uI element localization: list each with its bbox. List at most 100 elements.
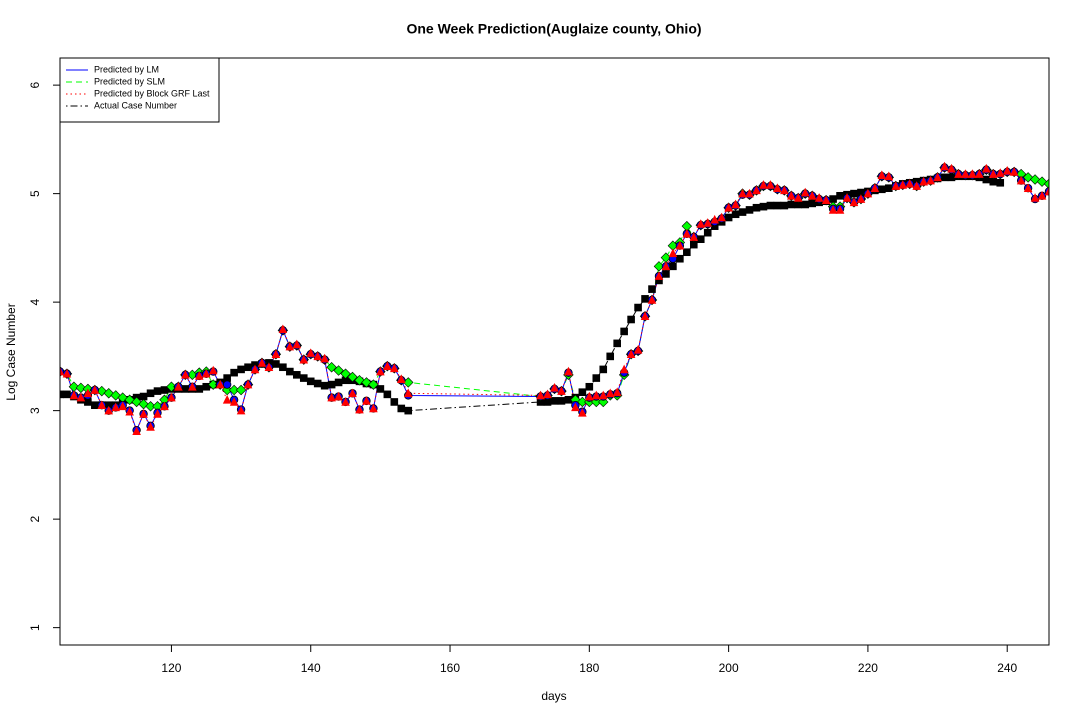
point bbox=[940, 161, 949, 171]
point bbox=[577, 396, 588, 408]
point bbox=[124, 394, 135, 406]
point bbox=[235, 384, 247, 396]
point bbox=[222, 380, 232, 389]
point bbox=[138, 398, 149, 410]
point bbox=[780, 201, 789, 210]
point bbox=[320, 353, 329, 363]
point bbox=[612, 387, 622, 396]
point bbox=[829, 195, 837, 203]
point bbox=[139, 392, 148, 401]
point bbox=[835, 205, 845, 214]
point bbox=[194, 371, 204, 380]
point bbox=[794, 200, 803, 209]
point bbox=[773, 183, 782, 193]
legend-label: Predicted by SLM bbox=[94, 76, 165, 86]
point bbox=[334, 391, 343, 401]
point bbox=[160, 386, 169, 394]
x-tick-label: 200 bbox=[719, 661, 739, 675]
point bbox=[885, 184, 893, 193]
point bbox=[773, 201, 782, 210]
point bbox=[655, 276, 663, 285]
point bbox=[327, 380, 336, 389]
x-axis-label: days bbox=[541, 689, 566, 703]
point bbox=[292, 339, 302, 349]
point bbox=[236, 405, 246, 415]
point bbox=[146, 422, 155, 431]
point bbox=[361, 377, 372, 388]
point bbox=[118, 401, 127, 411]
point bbox=[627, 315, 635, 324]
point bbox=[752, 185, 761, 195]
legend: Predicted by LM Predicted by SLM Predicted… bbox=[59, 57, 220, 123]
x-tick-label: 120 bbox=[161, 661, 181, 675]
point bbox=[320, 381, 329, 390]
point bbox=[870, 183, 880, 193]
point bbox=[60, 390, 64, 399]
point bbox=[334, 378, 343, 387]
point bbox=[654, 271, 664, 280]
point bbox=[243, 379, 253, 389]
point bbox=[536, 390, 545, 400]
point bbox=[244, 363, 252, 372]
y-tick-label: 6 bbox=[28, 81, 42, 88]
point bbox=[626, 349, 636, 359]
point bbox=[557, 386, 566, 395]
point bbox=[564, 395, 573, 404]
point bbox=[919, 176, 928, 186]
point bbox=[313, 351, 322, 361]
point bbox=[857, 188, 865, 197]
point bbox=[279, 363, 287, 372]
point bbox=[1002, 166, 1012, 175]
point bbox=[800, 187, 810, 197]
point bbox=[613, 339, 621, 348]
point bbox=[271, 349, 281, 359]
point bbox=[814, 193, 824, 202]
point bbox=[181, 370, 190, 379]
chart-title: One Week Prediction(Auglaize county, Ohi… bbox=[406, 21, 701, 37]
x-tick-label: 160 bbox=[440, 661, 460, 675]
plot-area bbox=[60, 161, 1049, 436]
point bbox=[368, 379, 379, 390]
point bbox=[543, 389, 552, 399]
y-tick-label: 1 bbox=[28, 624, 42, 631]
point bbox=[808, 199, 816, 208]
point bbox=[1016, 175, 1026, 185]
point bbox=[396, 374, 406, 383]
point bbox=[543, 398, 552, 406]
point bbox=[188, 381, 197, 391]
point bbox=[564, 366, 573, 376]
point bbox=[592, 374, 601, 382]
point bbox=[83, 388, 93, 398]
point bbox=[1037, 190, 1047, 200]
point bbox=[299, 374, 308, 382]
point bbox=[571, 402, 580, 412]
point bbox=[891, 181, 901, 190]
point bbox=[103, 388, 114, 399]
point bbox=[669, 262, 677, 271]
x-tick-label: 240 bbox=[997, 661, 1017, 675]
point bbox=[84, 398, 92, 406]
point bbox=[807, 190, 817, 200]
point bbox=[849, 197, 859, 207]
legend-label: Actual Case Number bbox=[94, 100, 177, 110]
y-axis-label: Log Case Number bbox=[4, 303, 18, 400]
point bbox=[926, 175, 935, 185]
legend-label: Predicted by LM bbox=[94, 64, 159, 74]
point bbox=[689, 232, 699, 241]
x-tick-label: 220 bbox=[858, 661, 878, 675]
point bbox=[91, 401, 99, 410]
point bbox=[139, 409, 148, 418]
point bbox=[76, 392, 86, 402]
point bbox=[780, 185, 789, 195]
point bbox=[201, 368, 211, 378]
legend-label: Predicted by Block GRF Last bbox=[94, 88, 210, 98]
point bbox=[145, 401, 156, 412]
point bbox=[745, 188, 754, 198]
point bbox=[703, 218, 713, 227]
point bbox=[229, 397, 239, 406]
point bbox=[362, 396, 371, 405]
point bbox=[181, 385, 190, 393]
point bbox=[710, 214, 719, 224]
point bbox=[326, 362, 337, 373]
point bbox=[634, 303, 642, 312]
